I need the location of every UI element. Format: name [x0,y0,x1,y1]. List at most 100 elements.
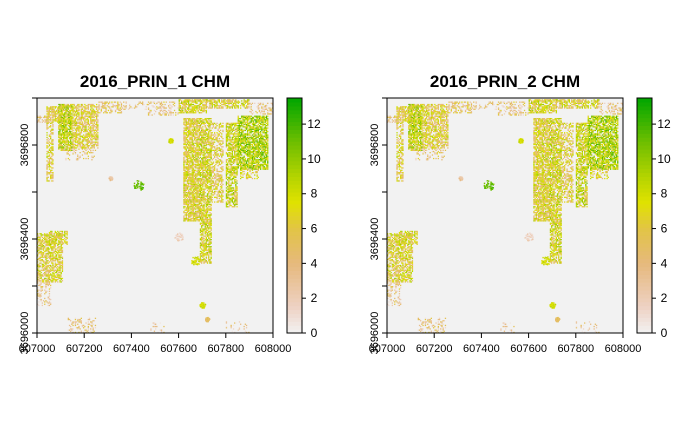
canopy-cell [223,99,224,100]
canopy-cell [118,105,119,106]
canopy-cell [233,192,234,193]
canopy-cell [231,126,232,127]
canopy-cell [244,130,245,131]
canopy-cell [65,137,66,138]
canopy-cell [208,126,209,127]
canopy-cell [52,119,53,120]
canopy-cell [236,146,237,147]
canopy-cell [203,180,204,181]
canopy-cell [201,239,202,240]
canopy-cell [194,99,195,100]
canopy-cell [77,133,78,134]
canopy-cell [271,113,272,114]
canopy-cell [183,104,184,105]
canopy-cell [215,149,216,150]
canopy-cell [203,216,204,217]
canopy-cell [192,159,193,160]
canopy-cell [91,139,92,140]
canopy-cell [233,142,234,143]
canopy-cell [83,137,84,138]
canopy-cell [232,151,233,152]
canopy-cell [232,142,233,143]
canopy-cell [188,162,189,163]
canopy-cell [46,146,47,147]
canopy-cell [52,154,53,155]
canopy-cell [188,140,189,141]
canopy-cell [74,116,75,117]
canopy-cell [211,251,212,252]
canopy-cell [209,243,210,244]
canopy-cell [166,107,167,108]
canopy-cell [209,251,210,252]
canopy-cell [198,126,199,127]
canopy-cell [211,118,212,119]
canopy-cell [189,150,190,151]
canopy-cell [202,184,203,185]
canopy-cell [61,142,62,143]
canopy-cell [220,200,221,201]
canopy-cell [85,150,86,151]
canopy-cell [78,138,79,139]
canopy-cell [72,104,73,105]
canopy-cell [67,152,68,153]
canopy-cell [226,170,227,171]
canopy-cell [226,181,227,182]
canopy-cell [227,203,228,204]
canopy-cell [185,178,186,179]
canopy-cell [200,212,201,213]
canopy-cell [62,142,63,143]
canopy-cell [214,183,215,184]
canopy-cell [201,211,202,212]
canopy-cell [164,113,165,114]
canopy-cell [70,116,71,117]
canopy-cell [185,151,186,152]
canopy-cell [199,214,200,215]
canopy-cell [249,107,250,108]
canopy-cell [202,237,203,238]
canopy-cell [189,192,190,193]
canopy-cell [120,112,121,113]
canopy-cell [196,164,197,165]
canopy-cell [167,112,168,113]
canopy-cell [67,137,68,138]
canopy-cell [195,220,196,221]
canopy-cell [185,193,186,194]
canopy-cell [98,105,99,106]
canopy-cell [233,133,234,134]
canopy-cell [161,104,162,105]
canopy-cell [50,106,51,107]
canopy-cell [206,216,207,217]
canopy-cell [200,183,201,184]
canopy-cell [227,198,228,199]
canopy-cell [266,109,267,110]
canopy-cell [232,164,233,165]
canopy-cell [232,138,233,139]
canopy-cell [218,193,219,194]
canopy-cell [215,150,216,151]
canopy-cell [38,117,39,118]
canopy-cell [211,237,212,238]
canopy-cell [71,142,72,143]
canopy-cell [202,221,203,222]
canopy-cell [232,150,233,151]
canopy-cell [248,104,249,105]
canopy-cell [209,184,210,185]
canopy-cell [212,166,213,167]
canopy-cell [220,154,221,155]
canopy-cell [208,131,209,132]
canopy-cell [190,109,191,110]
canopy-cell [220,184,221,185]
canopy-cell [77,159,78,160]
canopy-cell [49,150,50,151]
canopy-cell [74,107,75,108]
canopy-cell [201,118,202,119]
canopy-cell [241,117,242,118]
canopy-cell [83,134,84,135]
canopy-cell [183,157,184,158]
canopy-cell [192,191,193,192]
canopy-cell [46,180,47,181]
canopy-cell [257,106,258,107]
canopy-cell [166,111,167,112]
canopy-cell [236,204,237,205]
canopy-cell [201,172,202,173]
